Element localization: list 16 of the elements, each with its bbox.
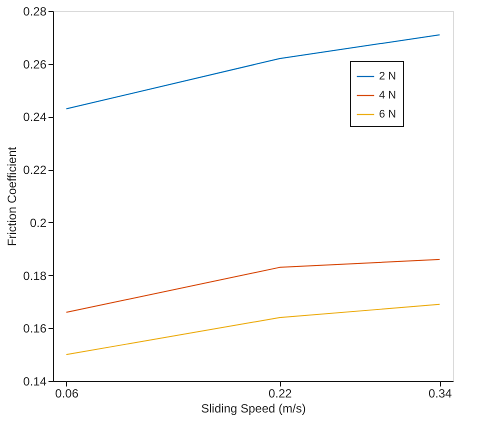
y-tick-label: 0.16 [23,322,47,336]
y-tick-label: 0.22 [23,163,47,178]
legend-label: 4 N [379,90,396,102]
y-tick-label: 0.18 [23,268,47,283]
y-tick-label: 0.24 [23,110,47,124]
y-tick-label: 0.14 [23,374,47,388]
x-axis-title: Sliding Speed (m/s) [201,402,306,416]
x-tick-label: 0.34 [428,386,452,400]
y-tick-label: 0.2 [30,216,47,230]
y-axis-title: Friction Coefficient [5,146,20,246]
x-tick-label: 0.22 [268,386,292,400]
y-tick-label: 0.26 [23,57,47,72]
legend-label: 2 N [379,70,396,82]
y-tick-label: 0.28 [23,4,47,18]
x-tick-label: 0.06 [55,386,79,400]
legend-label: 6 N [379,108,396,120]
